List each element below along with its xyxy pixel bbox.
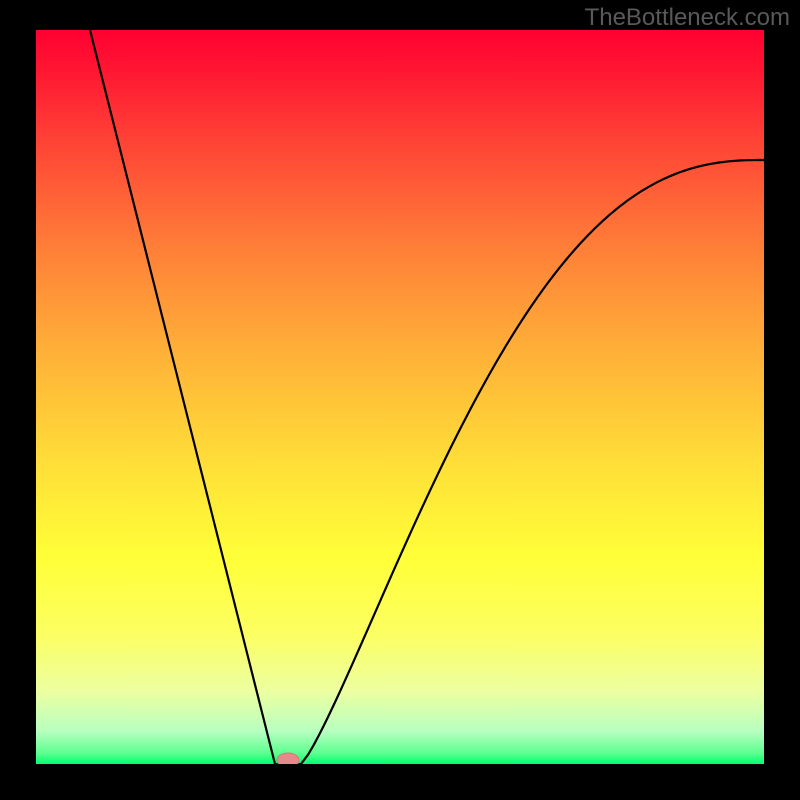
bottleneck-chart bbox=[0, 0, 800, 800]
plot-background bbox=[36, 30, 764, 764]
chart-container: TheBottleneck.com bbox=[0, 0, 800, 800]
watermark-text: TheBottleneck.com bbox=[585, 4, 790, 32]
